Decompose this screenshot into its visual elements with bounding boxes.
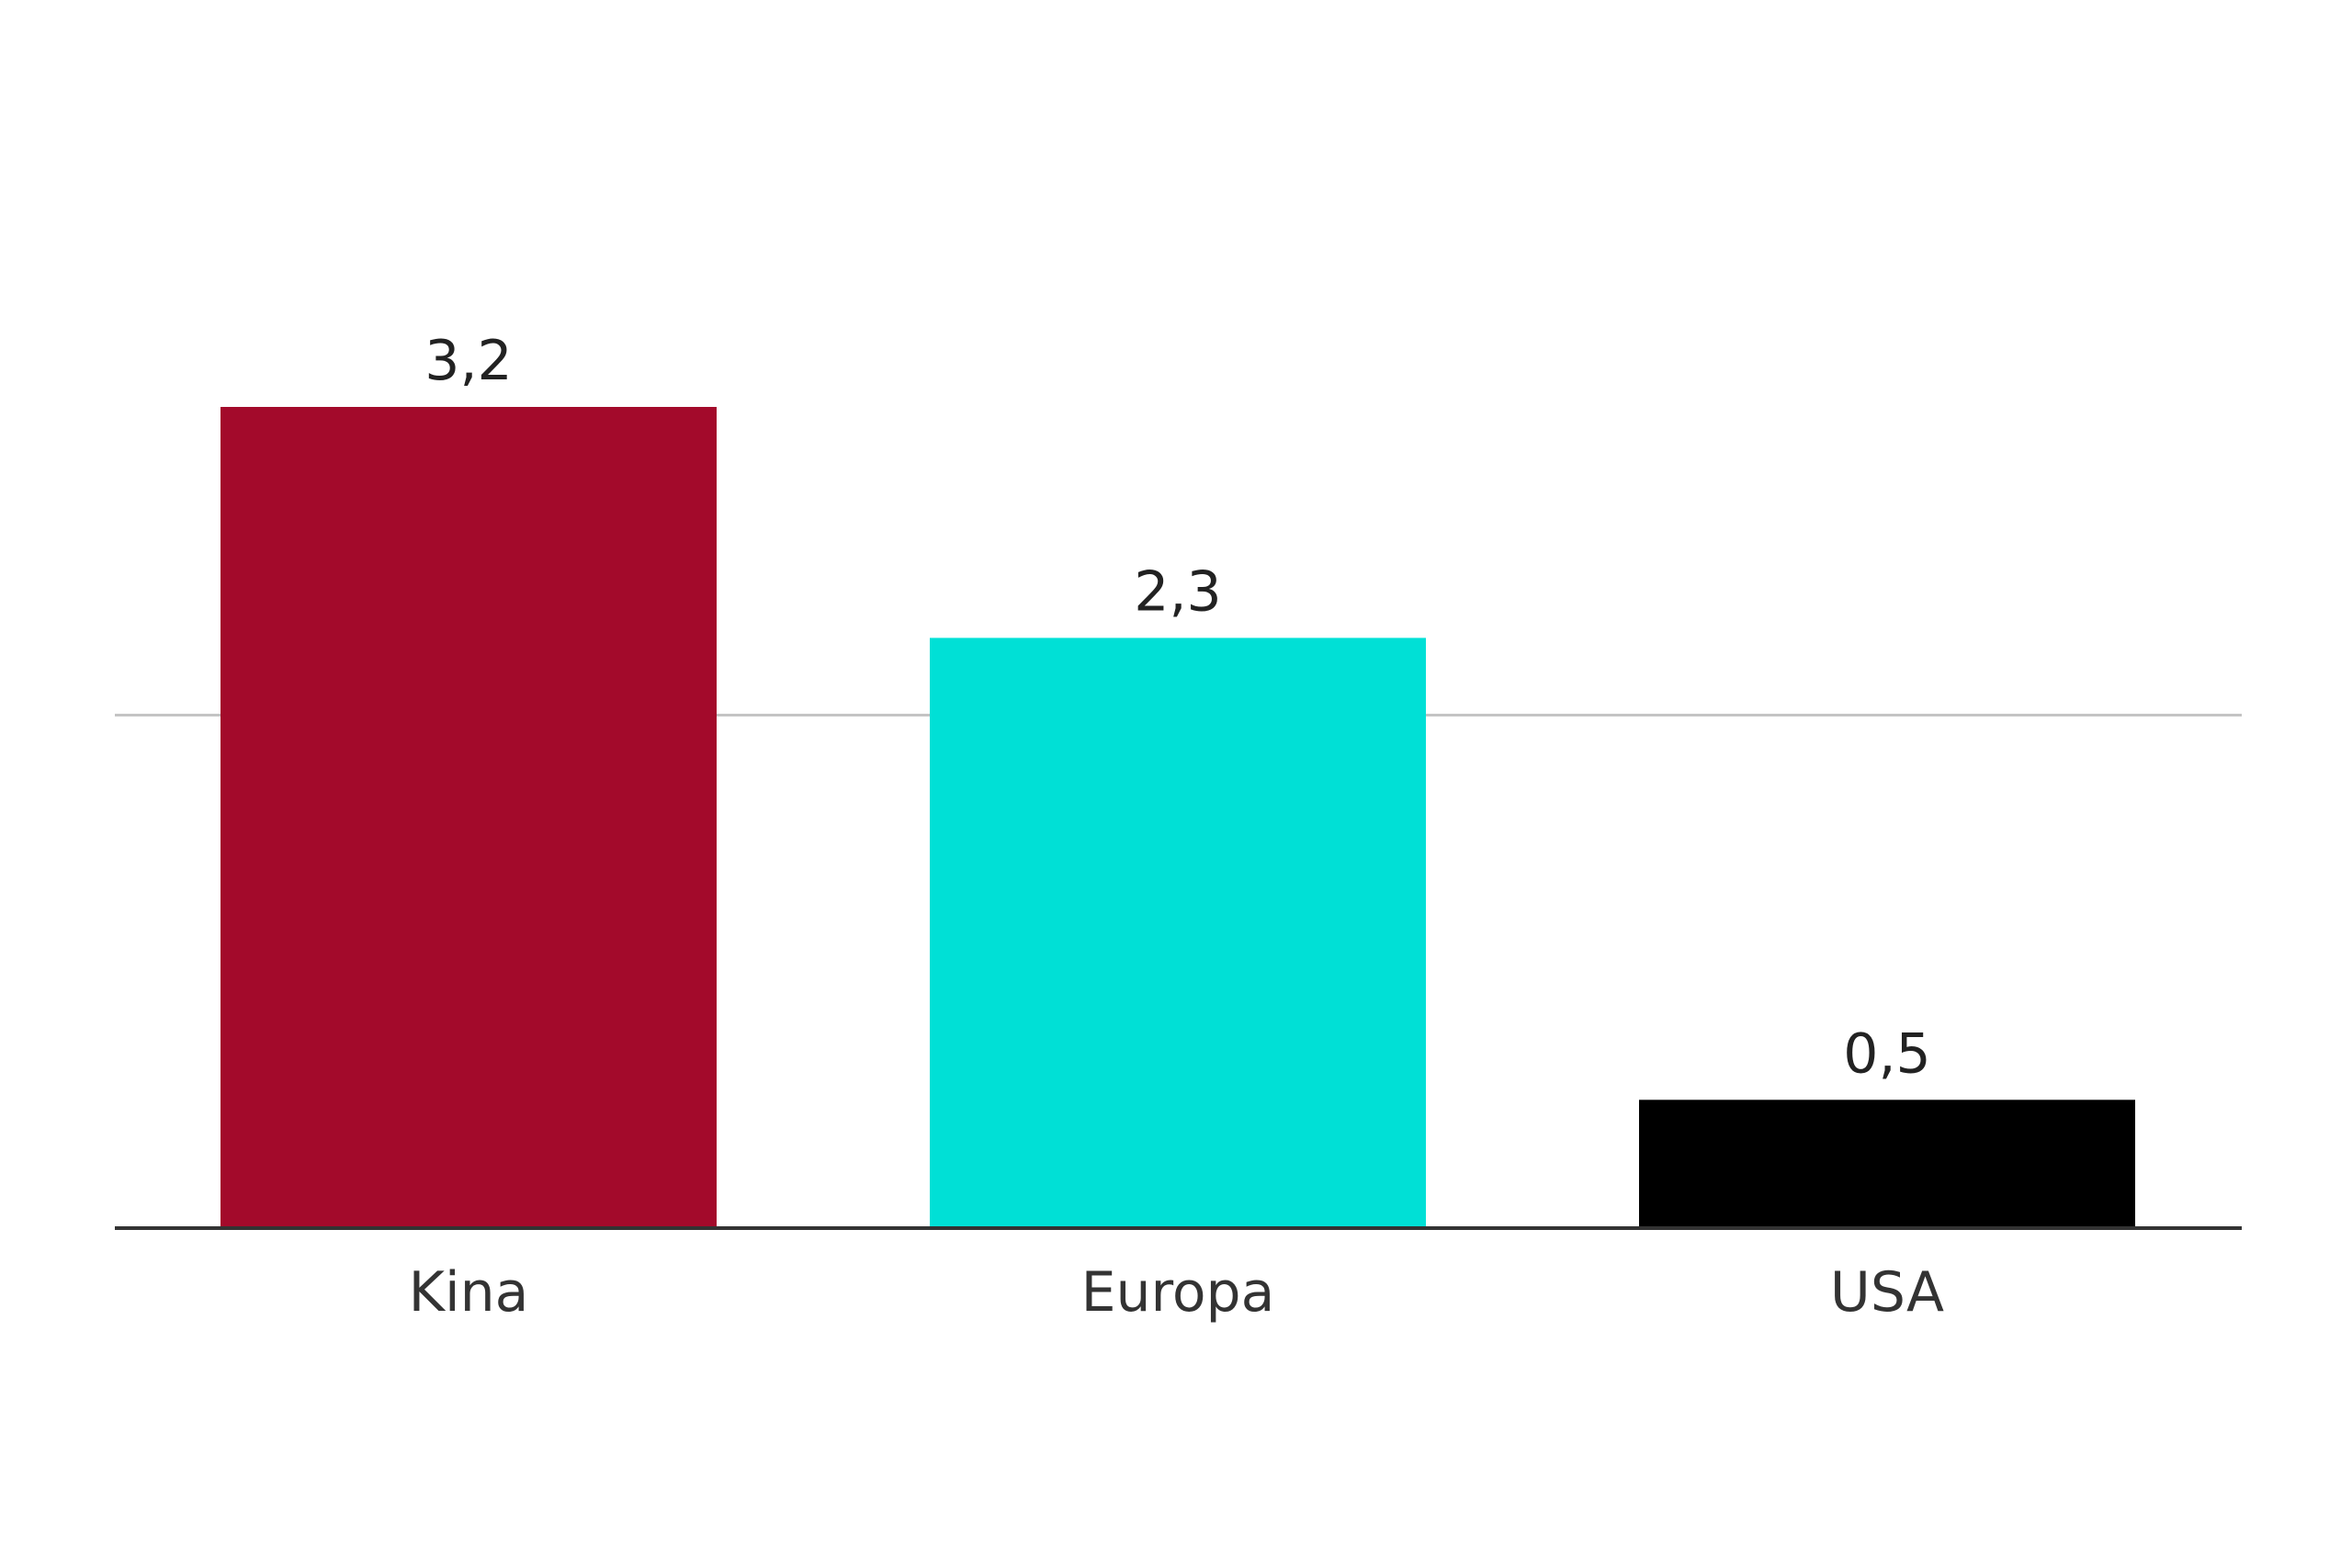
value-labels-group: 3,2 2,3 0,5 xyxy=(424,329,1930,1086)
bars-group xyxy=(220,407,2135,1228)
value-label-usa: 0,5 xyxy=(1843,1021,1930,1086)
bar-europa xyxy=(930,637,1426,1228)
category-label-kina: Kina xyxy=(409,1260,529,1325)
value-label-kina: 3,2 xyxy=(424,329,512,393)
bar-usa xyxy=(1639,1100,2135,1228)
category-labels-group: Kina Europa USA xyxy=(409,1260,1944,1325)
category-label-europa: Europa xyxy=(1081,1260,1275,1325)
bar-kina xyxy=(220,407,717,1228)
category-label-usa: USA xyxy=(1830,1260,1944,1325)
value-label-europa: 2,3 xyxy=(1134,559,1221,624)
